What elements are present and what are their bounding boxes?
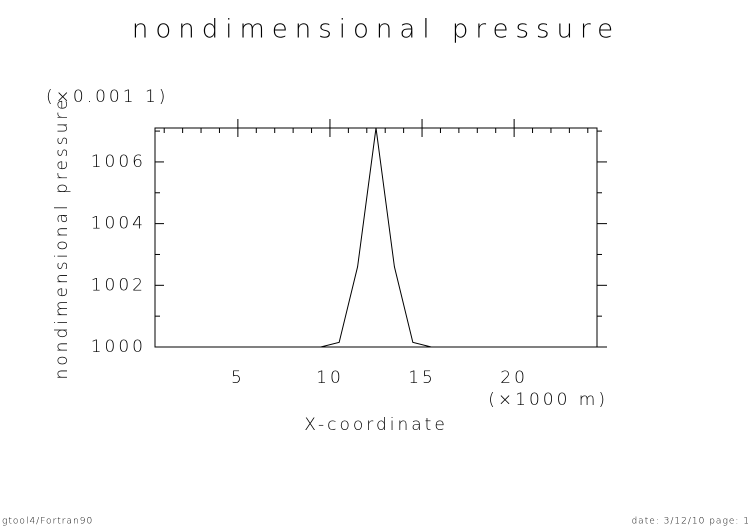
- x-tick-label: 15: [408, 368, 436, 388]
- footer-right: date: 3/12/10 page: 1: [631, 517, 750, 527]
- plot-frame: [154, 127, 598, 348]
- y-axis-label: nondimensional pressure: [52, 97, 72, 380]
- y-tick-label: 1004: [91, 214, 146, 234]
- y-tick-label: 1006: [91, 152, 146, 172]
- x-unit: (×1000 m): [488, 390, 608, 410]
- chart-title: nondimensional pressure: [132, 15, 620, 45]
- y-tick-label: 1000: [91, 337, 146, 357]
- x-tick-label: 20: [500, 368, 528, 388]
- data-line: [155, 127, 597, 348]
- y-multiplier: (×0.001 1): [46, 87, 168, 107]
- x-axis-label: X-coordinate: [304, 415, 448, 435]
- x-tick-label: 10: [316, 368, 344, 388]
- y-tick-label: 1002: [91, 275, 146, 295]
- x-tick-label: 5: [231, 368, 245, 388]
- footer-left: gtool4/Fortran90: [2, 517, 93, 527]
